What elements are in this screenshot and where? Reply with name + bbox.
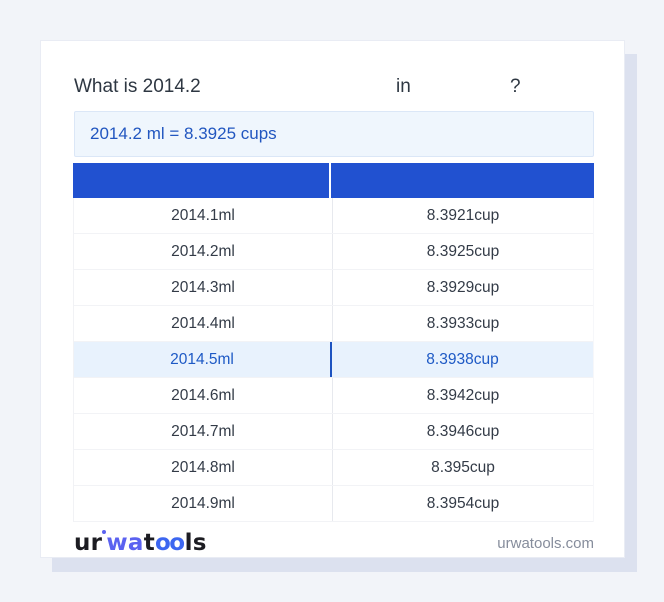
table-row-highlighted[interactable]: 2014.5ml 8.3938cup (74, 342, 593, 378)
table-row[interactable]: 2014.8ml 8.395cup (74, 450, 593, 486)
table-row[interactable]: 2014.7ml 8.3946cup (74, 414, 593, 450)
ml-cell[interactable]: 2014.5ml (74, 342, 332, 377)
cup-cell[interactable]: 8.3929cup (426, 278, 500, 296)
logo-text-t: t (143, 530, 155, 556)
cup-cell[interactable]: 8.3946cup (426, 422, 500, 440)
cup-cell[interactable]: 8.3942cup (426, 386, 500, 404)
cup-cell[interactable]: 8.3925cup (426, 242, 500, 260)
cup-cell[interactable]: 8.3938cup (426, 350, 499, 368)
cup-cell[interactable]: 8.3921cup (426, 206, 500, 224)
logo-text-oo: oo (155, 530, 185, 556)
question-heading: What is 2014.2 in ? (74, 72, 594, 102)
table-row[interactable]: 2014.4ml 8.3933cup (74, 306, 593, 342)
ml-cell[interactable]: 2014.6ml (74, 378, 333, 413)
to-unit-select[interactable] (422, 72, 502, 102)
table-row[interactable]: 2014.2ml 8.3925cup (74, 234, 593, 270)
logo-text-ls: ls (184, 530, 207, 556)
table-row[interactable]: 2014.9ml 8.3954cup (74, 486, 593, 522)
conversion-result-banner: 2014.2 ml = 8.3925 cups (74, 111, 594, 157)
cup-cell[interactable]: 8.3933cup (426, 314, 500, 332)
conversion-result-text: 2014.2 ml = 8.3925 cups (90, 124, 277, 143)
question-connector: in (396, 76, 411, 97)
cup-cell[interactable]: 8.395cup (431, 458, 495, 476)
table-row[interactable]: 2014.6ml 8.3942cup (74, 378, 593, 414)
conversion-table: 2014.1ml 8.3921cup 2014.2ml 8.3925cup 20… (73, 163, 594, 522)
ml-cell[interactable]: 2014.9ml (74, 486, 333, 521)
table-row[interactable]: 2014.1ml 8.3921cup (74, 198, 593, 234)
logo-text-ur: ur (74, 530, 103, 556)
ml-cell[interactable]: 2014.2ml (74, 234, 333, 269)
card-footer: ur watools urwatools.com (74, 528, 594, 558)
conversion-card: What is 2014.2 in ? 2014.2 ml = 8.3925 c… (40, 40, 625, 558)
table-header-cup (331, 163, 594, 198)
question-prefix: What is 2014.2 (74, 76, 201, 97)
table-header (73, 163, 594, 198)
cup-cell[interactable]: 8.3954cup (426, 494, 500, 512)
question-mark: ? (510, 76, 521, 97)
table-header-ml (73, 163, 331, 198)
ml-cell[interactable]: 2014.3ml (74, 270, 333, 305)
site-url: urwatools.com (497, 534, 594, 552)
urwatools-logo[interactable]: ur watools (74, 528, 207, 558)
table-row[interactable]: 2014.3ml 8.3929cup (74, 270, 593, 306)
logo-ring-icon (102, 530, 107, 534)
ml-cell[interactable]: 2014.4ml (74, 306, 333, 341)
from-unit-select[interactable] (226, 72, 386, 102)
table-body: 2014.1ml 8.3921cup 2014.2ml 8.3925cup 20… (73, 198, 594, 522)
logo-text-wa: wa (106, 530, 144, 556)
ml-cell[interactable]: 2014.7ml (74, 414, 333, 449)
ml-cell[interactable]: 2014.8ml (74, 450, 333, 485)
ml-cell[interactable]: 2014.1ml (74, 198, 333, 233)
